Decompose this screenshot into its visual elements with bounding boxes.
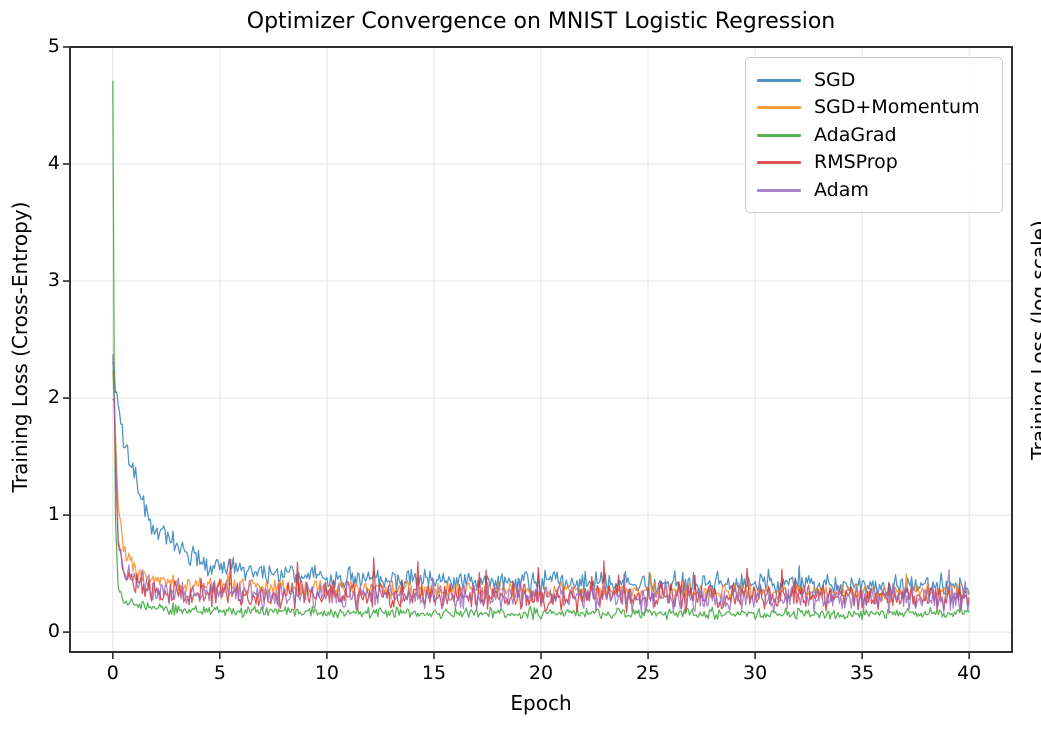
- legend-item: SGD: [746, 68, 1002, 91]
- y-tick-label: 4: [47, 152, 60, 175]
- plot-border-spines: [69, 46, 1013, 653]
- legend-line-swatch: [757, 188, 801, 192]
- legend-label: SGD: [814, 68, 856, 91]
- x-tick-label: 30: [742, 662, 768, 684]
- y-tick-label: 2: [47, 386, 60, 409]
- y-tick-label: 1: [47, 503, 60, 526]
- series-line-adagrad: [112, 80, 970, 621]
- y-axis-label: Training Loss (Cross-Entropy): [8, 201, 32, 493]
- legend-line-swatch: [757, 133, 801, 137]
- y-tick-label: 5: [47, 35, 60, 58]
- legend-line-swatch: [757, 161, 801, 164]
- x-tick-label: 40: [957, 662, 982, 684]
- x-tick-label: 25: [635, 662, 661, 684]
- y-tick-label: 0: [47, 620, 60, 643]
- legend-item: AdaGrad: [746, 123, 1002, 146]
- second-subplot-y-axis-label: Training Loss (log scale): [1027, 220, 1041, 460]
- chart-title: Optimizer Convergence on MNIST Logistic …: [246, 9, 836, 34]
- x-tick-label: 20: [528, 662, 554, 684]
- x-tick-label: 35: [850, 662, 875, 684]
- y-tick-label: 3: [47, 269, 60, 292]
- legend-line-swatch: [757, 78, 801, 82]
- legend-label: RMSProp: [814, 151, 898, 173]
- x-axis-label: Epoch: [510, 691, 572, 715]
- legend-item: SGD+Momentum: [746, 98, 1002, 117]
- legend-label: SGD+Momentum: [814, 96, 980, 118]
- legend-label: Adam: [814, 178, 869, 201]
- x-tick-label: 5: [213, 662, 226, 684]
- series-line-adam: [112, 354, 970, 615]
- legend-item: RMSProp: [746, 153, 1002, 172]
- series-line-sgd-momentum: [112, 371, 970, 604]
- legend-item: Adam: [746, 178, 1002, 201]
- legend-label: AdaGrad: [814, 123, 897, 146]
- x-tick-label: 0: [106, 662, 119, 684]
- series-line-rmsprop: [112, 398, 970, 614]
- x-tick-label: 15: [421, 662, 447, 684]
- x-tick-label: 10: [314, 662, 339, 684]
- legend: SGD SGD+Momentum AdaGrad RMSProp Adam: [745, 57, 1003, 213]
- legend-line-swatch: [757, 106, 801, 109]
